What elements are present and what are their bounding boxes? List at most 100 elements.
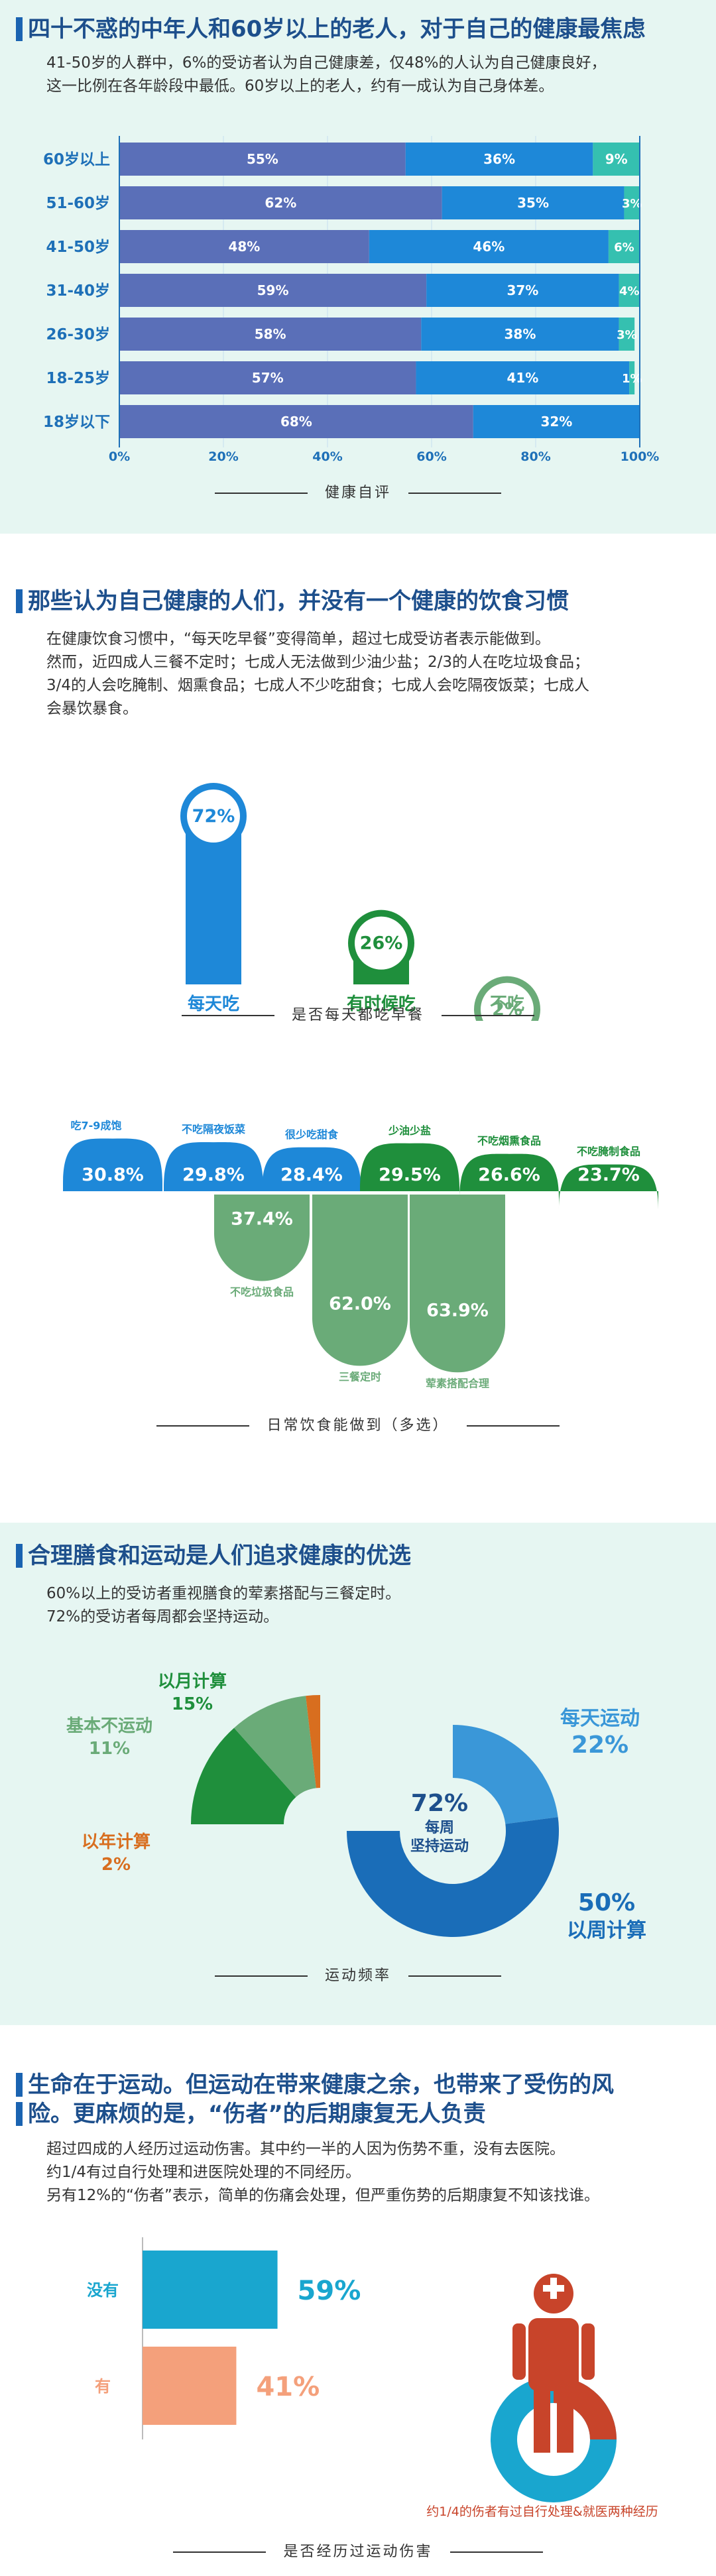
- health-desc-line2: 这一比例在各年龄段中最低。60岁以上的老人，约有一成认为自己身体差。: [46, 78, 554, 95]
- breakfast-label-bubble: [187, 790, 240, 843]
- exercise-desc-line2: 72%的受访者每周都会坚持运动。: [46, 1608, 279, 1625]
- pie-slice-daily: [453, 1725, 558, 1824]
- bar-segment: [426, 274, 619, 307]
- habit-arch: [559, 1164, 658, 1210]
- diet-habits-caption: 日常饮食能做到（多选）: [0, 1413, 716, 1434]
- x-tick-label: 60%: [416, 449, 446, 464]
- pie-slice-monthly: [191, 1727, 296, 1824]
- data-label: 35%: [517, 195, 549, 211]
- injury-title-line2: 险。更麻烦的是，“伤者”的后期康复无人负责: [16, 2101, 486, 2127]
- x-tick-label: 100%: [621, 449, 660, 464]
- person-arm: [512, 2323, 526, 2380]
- diet-desc-line1: 在健康饮食习惯中，“每天吃早餐”变得简单，超过七成受访者表示能做到。: [46, 630, 550, 648]
- slice-value-label: 11%: [89, 1739, 130, 1759]
- person-arm: [581, 2323, 595, 2380]
- health-chart-caption: 健康自评: [0, 481, 716, 502]
- bar-segment: [619, 274, 640, 307]
- slice-value-label: 15%: [172, 1694, 213, 1714]
- pie-slice-weekly: [347, 1817, 559, 1937]
- habit-category-label: 不吃隔夜饭菜: [182, 1123, 245, 1136]
- habit-value-label: 37.4%: [231, 1208, 293, 1229]
- habit-arch: [63, 1138, 162, 1191]
- bar-segment: [619, 318, 635, 351]
- slice-category-label: 以周计算: [567, 1919, 646, 1942]
- breakfast-value-label: 26%: [360, 933, 403, 954]
- slice-value-label: 50%: [578, 1889, 635, 1916]
- cross-vertical: [550, 2278, 557, 2299]
- injury-desc-line3: 另有12%的“伤者”表示，简单的伤痛会处理，但严重伤势的后期康复不知该找谁。: [46, 2187, 599, 2204]
- diet-desc-line3: 3/4的人会吃腌制、烟熏食品；七成人不少吃甜食；七成人会吃隔夜饭菜；七成人: [46, 677, 590, 694]
- bar-segment: [119, 405, 473, 438]
- bar-segment: [593, 143, 640, 176]
- injury-category-label: 没有: [87, 2281, 119, 2300]
- data-label: 3%: [622, 197, 642, 211]
- habit-category-label: 吃7-9成饱: [71, 1120, 122, 1132]
- exercise-desc-line1: 60%以上的受访者重视膳食的荤素搭配与三餐定时。: [46, 1585, 401, 1602]
- data-label: 41%: [507, 370, 538, 386]
- slice-value-label: 2%: [101, 1855, 131, 1875]
- habit-value-label: 23.7%: [577, 1165, 640, 1185]
- data-label: 59%: [257, 282, 289, 298]
- data-label: 46%: [473, 239, 505, 255]
- bar-segment: [624, 186, 640, 219]
- category-label: 51-60岁: [46, 194, 110, 212]
- health-section: 四十不惑的中年人和60岁以上的老人，对于自己的健康最焦虑 41-50岁的人群中，…: [0, 0, 716, 534]
- bar-segment: [119, 186, 442, 219]
- data-label: 38%: [505, 326, 536, 342]
- diet-title: 那些认为自己健康的人们，并没有一个健康的饮食习惯: [16, 588, 569, 615]
- injury-value-label: 59%: [298, 2276, 361, 2306]
- x-tick-label: 20%: [208, 449, 238, 464]
- habit-arch: [360, 1143, 459, 1191]
- habit-arch: [262, 1147, 361, 1193]
- data-label: 48%: [228, 239, 260, 255]
- habit-arch: [459, 1153, 559, 1199]
- bar-segment: [119, 274, 427, 307]
- bar-segment: [119, 318, 422, 351]
- injury-desc-line2: 约1/4有过自行处理和进医院处理的不同经历。: [46, 2164, 361, 2181]
- habit-category-label: 不吃垃圾食品: [230, 1285, 294, 1298]
- exercise-section: 合理膳食和运动是人们追求健康的优选 60%以上的受访者重视膳食的荤素搭配与三餐定…: [0, 1523, 716, 2025]
- diet-desc-line4: 会暴饮暴食。: [46, 700, 138, 717]
- habit-value-label: 62.0%: [329, 1293, 391, 1314]
- person-leg: [534, 2390, 550, 2453]
- data-label: 57%: [252, 370, 284, 386]
- person-body: [528, 2318, 579, 2391]
- habit-value-label: 29.8%: [182, 1165, 245, 1185]
- pie-slice-rarely: [234, 1696, 316, 1797]
- category-label: 18岁以下: [43, 413, 110, 431]
- injury-bar: [143, 2347, 237, 2425]
- injured-person-icon: [491, 2274, 617, 2502]
- data-label: 4%: [619, 284, 640, 298]
- breakfast-value-label: 72%: [192, 806, 235, 827]
- exercise-chart-caption: 运动频率: [0, 1963, 716, 1985]
- data-label: 32%: [540, 414, 572, 430]
- category-label: 18-25岁: [46, 369, 110, 387]
- pie-slice-yearly: [306, 1695, 320, 1788]
- data-label: 3%: [617, 328, 637, 342]
- data-label: 62%: [265, 195, 296, 211]
- habit-arch-lower: [312, 1195, 408, 1366]
- habit-category-label: 荤素搭配合理: [426, 1377, 489, 1389]
- habit-value-label: 30.8%: [82, 1165, 144, 1185]
- slice-category-label: 以年计算: [82, 1832, 150, 1852]
- health-self-rating-chart: 0% 20% 40% 60% 80% 100% 60岁以上 55% 36% 9% 51-60岁 62%…: [43, 136, 660, 464]
- data-label: 37%: [507, 282, 538, 298]
- data-label: 36%: [483, 151, 515, 167]
- data-label: 1%: [622, 372, 642, 386]
- icon-note: 约1/4的伤者有过自行处理&就医两种经历: [426, 2504, 658, 2519]
- diet-section: 那些认为自己健康的人们，并没有一个健康的饮食习惯 在健康饮食习惯中，“每天吃早餐…: [0, 573, 716, 1521]
- bar-segment: [473, 405, 640, 438]
- slice-category-label: 基本不运动: [66, 1716, 152, 1736]
- habit-category-label: 少油少盐: [388, 1124, 431, 1137]
- health-title: 四十不惑的中年人和60岁以上的老人，对于自己的健康最焦虑: [15, 16, 646, 42]
- injury-value-label: 41%: [256, 2372, 320, 2402]
- habit-category-label: 很少吃甜食: [285, 1128, 339, 1141]
- data-label: 68%: [280, 414, 312, 430]
- category-label: 26-30岁: [46, 325, 110, 343]
- habit-category-label: 不吃烟熏食品: [477, 1135, 541, 1147]
- injury-bar: [143, 2251, 278, 2329]
- exercise-title: 合理膳食和运动是人们追求健康的优选: [16, 1543, 411, 1569]
- habit-value-label: 28.4%: [280, 1165, 343, 1185]
- data-label: 58%: [255, 326, 286, 342]
